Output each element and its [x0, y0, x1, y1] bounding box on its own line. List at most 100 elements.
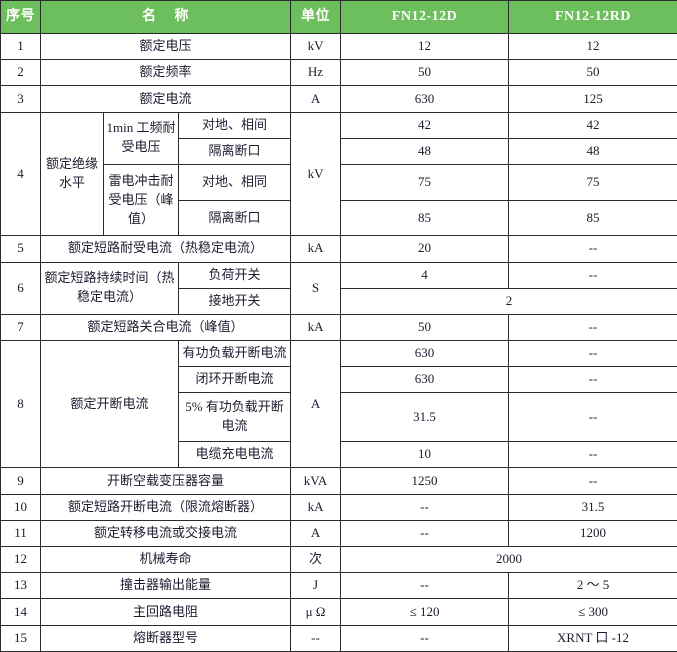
row-unit: Hz	[290, 59, 342, 87]
row-name: 额定开断电流	[40, 340, 179, 469]
header-index: 序号	[0, 0, 41, 34]
row-index: 4	[0, 111, 41, 237]
value-model-rd: --	[508, 441, 677, 469]
row-name: 熔断器型号	[39, 624, 292, 652]
row-index: 14	[0, 598, 41, 626]
row-unit: kVA	[290, 467, 342, 495]
table-row: 7 额定短路关合电流（峰值） kA 50 --	[0, 313, 677, 342]
row-name: 额定短路开断电流（限流熔断器）	[39, 493, 292, 521]
value-model-d: 1250	[340, 467, 510, 495]
value-model-rd: 1200	[508, 519, 677, 547]
row-index: 12	[0, 545, 41, 574]
row-unit: S	[290, 261, 342, 315]
table-row: 2 额定频率 Hz 50 50	[0, 59, 677, 87]
table-row: 5% 有功负载开断电流 31.5 --	[1, 392, 677, 443]
value-model-rd: 125	[508, 85, 677, 113]
row-name: 额定电流	[39, 85, 292, 113]
row-unit: --	[290, 624, 342, 652]
row-name: 额定短路关合电流（峰值）	[39, 313, 292, 342]
header-name-part1: 名	[142, 8, 157, 24]
row-name: 额定短路耐受电流（热稳定电流）	[39, 235, 292, 263]
value-model-d: 42	[340, 111, 510, 139]
row-unit: kA	[290, 493, 342, 521]
row-name: 额定短路持续时间（热稳定电流）	[40, 261, 179, 315]
table-row: 3 额定电流 A 630 125	[0, 85, 677, 113]
value-model-rd: XRNT 口 -12	[508, 624, 677, 652]
sub-item-label: 对地、相间	[177, 111, 292, 139]
sub-item-label: 接地开关	[177, 287, 292, 315]
row-index: 8	[0, 340, 41, 469]
value-model-rd: --	[508, 313, 677, 342]
row-index: 15	[0, 624, 41, 652]
row-name: 额定绝缘水平	[40, 111, 104, 237]
sub-item-label: 闭环开断电流	[177, 366, 292, 394]
table-row: 隔离断口 85 85	[1, 199, 677, 237]
row-unit: kV	[290, 32, 342, 61]
value-model-rd: 42	[508, 111, 677, 139]
row-index: 11	[0, 519, 41, 547]
value-model-d: 4	[340, 261, 510, 289]
value-model-rd: 85	[508, 199, 677, 237]
sub-item-label: 有功负载开断电流	[177, 340, 292, 368]
value-model-d: 48	[340, 137, 510, 165]
value-model-rd: --	[508, 467, 677, 495]
value-model-rd: --	[508, 340, 677, 368]
row-unit: kA	[290, 235, 342, 263]
value-model-rd: 12	[508, 32, 677, 61]
sub-item-label: 负荷开关	[177, 261, 292, 289]
row-unit: J	[290, 572, 342, 600]
table-row: 8 额定开断电流 有功负载开断电流 A 630 --	[0, 340, 677, 469]
value-model-d: 85	[340, 199, 510, 237]
value-model-rd: --	[508, 366, 677, 394]
table-row: 5 额定短路耐受电流（热稳定电流） kA 20 --	[0, 235, 677, 263]
value-model-d: 50	[340, 313, 510, 342]
table-row: 15 熔断器型号 -- -- XRNT 口 -12	[0, 624, 677, 652]
sub-group-label: 1min 工频耐受电压	[103, 111, 179, 165]
value-model-rd: ≤ 300	[508, 598, 677, 626]
sub-item-label: 电缆充电电流	[177, 441, 292, 469]
value-model-d: --	[340, 493, 510, 521]
value-model-d: 630	[340, 366, 510, 394]
row-name: 机械寿命	[39, 545, 292, 574]
table-header: 序号 名称 单位 FN12-12D FN12-12RD	[0, 0, 677, 34]
row-index: 1	[0, 32, 41, 61]
row-name: 撞击器输出能量	[39, 572, 292, 600]
row-name: 主回路电阻	[39, 598, 292, 626]
value-model-d: ≤ 120	[340, 598, 510, 626]
table-row: 电缆充电电流 10 --	[1, 441, 677, 469]
table-row: 6 额定短路持续时间（热稳定电流） 负荷开关 S 4 --	[0, 261, 677, 315]
row-unit: A	[290, 519, 342, 547]
row-name: 开断空载变压器容量	[39, 467, 292, 495]
row-index: 10	[0, 493, 41, 521]
row-index: 2	[0, 59, 41, 87]
row-index: 5	[0, 235, 41, 263]
sub-item-label: 5% 有功负载开断电流	[177, 392, 292, 443]
value-model-rd: 75	[508, 163, 677, 201]
header-unit: 单位	[290, 0, 342, 34]
row-name: 额定频率	[39, 59, 292, 87]
table-row: 12 机械寿命次 2000	[0, 545, 677, 574]
value-model-rd: --	[508, 235, 677, 263]
header-model-d: FN12-12D	[340, 0, 510, 34]
value-model-d: 31.5	[340, 392, 510, 443]
sub-item-label: 隔离断口	[177, 199, 292, 237]
table-row: 4 额定绝缘水平 1min 工频耐受电压 对地、相间 kV 42 42	[0, 111, 677, 237]
header-row: 序号 名称 单位 FN12-12D FN12-12RD	[0, 0, 677, 34]
value-merged: 2000	[340, 545, 677, 574]
value-model-rd: 2 ～ 5	[508, 572, 677, 600]
sub-item-label: 对地、相同	[177, 163, 292, 201]
row-index: 3	[0, 85, 41, 113]
table-body: 1 额定电压 kV 12 12 2 额定频率 Hz 50 50 3 额定电流 A 630 125 4 额定绝缘水…	[0, 32, 677, 652]
table-row: 13 撞击器输出能量 J -- 2 ～ 5	[0, 572, 677, 600]
table-row: 9 开断空载变压器容量 kVA 1250 --	[0, 467, 677, 495]
header-name: 名称	[39, 0, 292, 34]
value-merged: 2	[340, 287, 677, 315]
value-model-d: 10	[340, 441, 510, 469]
table-row: 11 额定转移电流或交接电流 A -- 1200	[0, 519, 677, 547]
table-row: 10 额定短路开断电流（限流熔断器） kA -- 31.5	[0, 493, 677, 521]
value-model-rd: --	[508, 261, 677, 289]
row-name: 额定转移电流或交接电流	[39, 519, 292, 547]
row-unit: μ Ω	[290, 598, 342, 626]
row-index: 7	[0, 313, 41, 342]
header-model-rd: FN12-12RD	[508, 0, 677, 34]
